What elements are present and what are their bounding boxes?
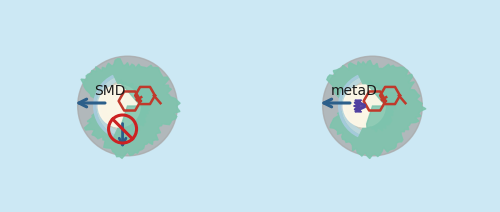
Circle shape <box>98 85 140 127</box>
Text: SMD: SMD <box>94 84 125 98</box>
Wedge shape <box>101 82 118 130</box>
Circle shape <box>344 85 386 127</box>
Polygon shape <box>364 81 398 132</box>
Wedge shape <box>351 87 366 125</box>
Wedge shape <box>338 75 359 137</box>
Text: metaD: metaD <box>331 84 378 98</box>
Circle shape <box>78 56 178 156</box>
Circle shape <box>322 56 422 156</box>
Wedge shape <box>356 91 368 121</box>
Wedge shape <box>111 91 122 121</box>
Wedge shape <box>93 75 114 137</box>
Polygon shape <box>120 80 154 131</box>
Wedge shape <box>342 78 361 134</box>
Wedge shape <box>106 87 120 125</box>
Wedge shape <box>116 96 124 116</box>
Polygon shape <box>327 60 426 159</box>
Wedge shape <box>361 96 370 116</box>
Polygon shape <box>81 59 180 158</box>
Wedge shape <box>96 78 116 134</box>
Wedge shape <box>346 82 364 130</box>
